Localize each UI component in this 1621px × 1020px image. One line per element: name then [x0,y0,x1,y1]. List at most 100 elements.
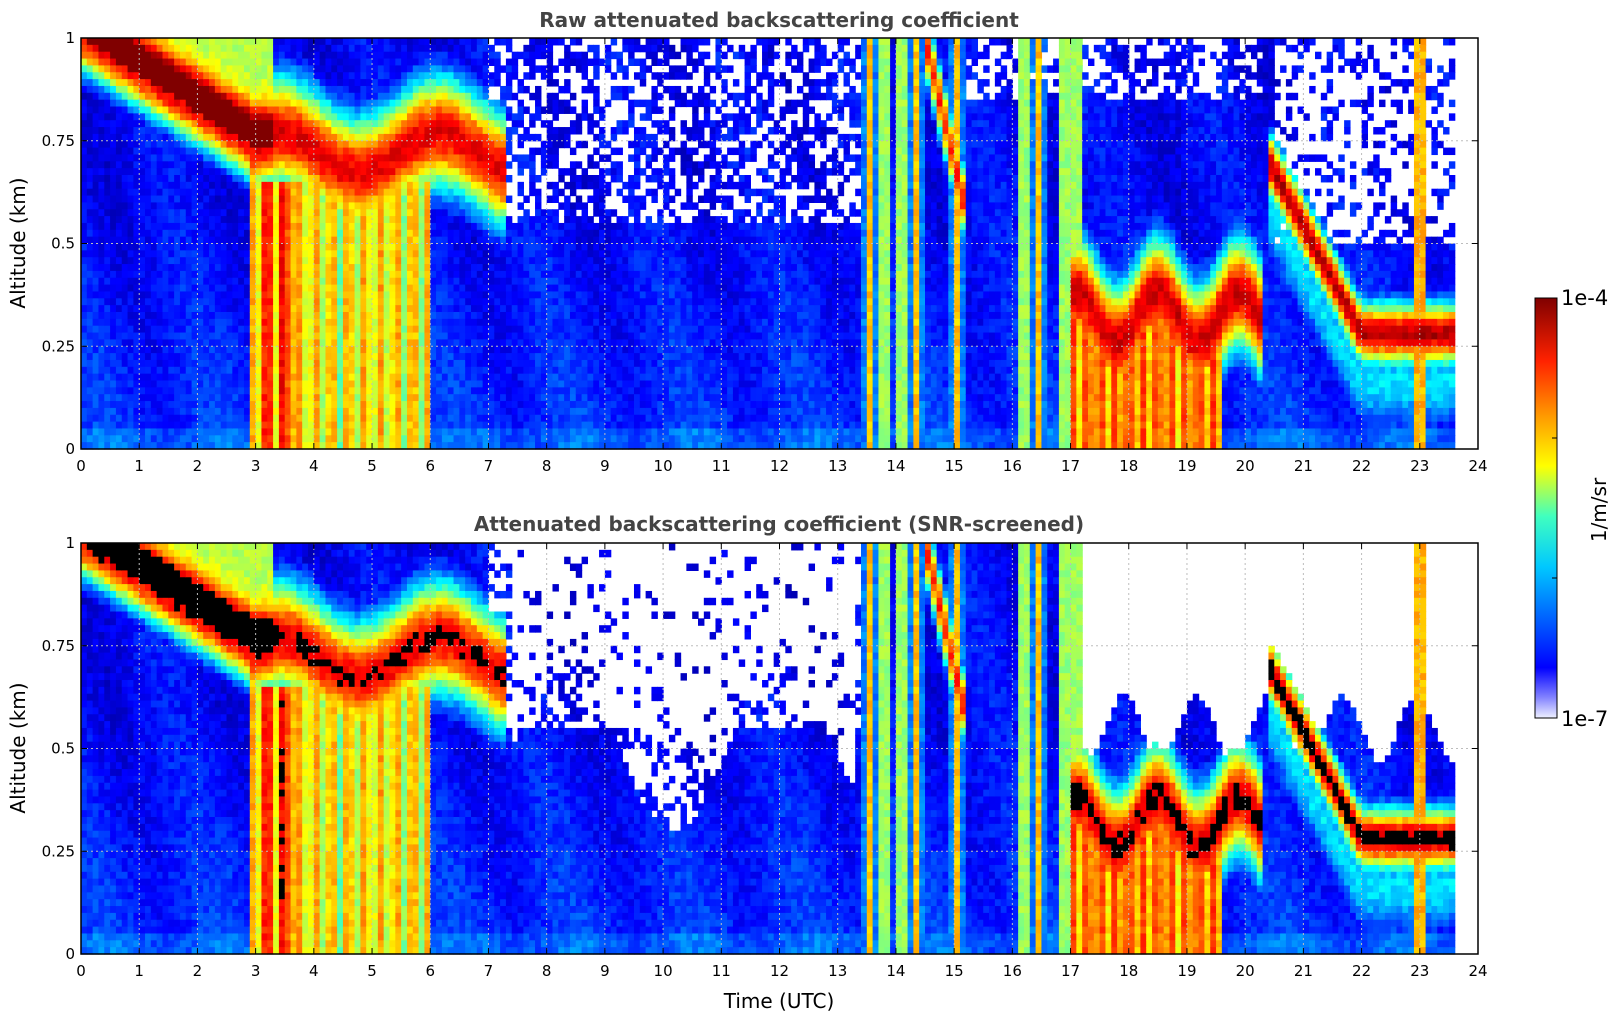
heatmap-cell [243,175,251,183]
heatmap-cell [302,168,309,176]
heatmap-cell [366,140,373,149]
heatmap-cell [86,202,94,210]
heatmap-cell [505,243,513,251]
heatmap-cell [465,65,472,73]
heatmap-cell [133,147,140,156]
heatmap-cell [569,366,577,375]
heatmap-cell [249,325,257,334]
heatmap-cell [418,51,426,60]
heatmap-cell [232,407,239,416]
heatmap-cell [121,229,129,238]
heatmap-cell [569,394,577,402]
heatmap-cell [505,373,513,382]
heatmap-cell [383,79,391,87]
heatmap-cell [156,250,164,258]
heatmap-cell [313,120,321,128]
heatmap-cell [121,106,129,114]
heatmap-cell [331,305,338,313]
heatmap-cell [243,195,251,203]
heatmap-cell [401,291,408,299]
heatmap-cell [505,195,513,203]
heatmap-cell [226,312,233,320]
heatmap-cell [441,435,449,443]
heatmap-cell [505,339,513,347]
heatmap-cell [174,366,181,375]
heatmap-cell [500,175,507,183]
heatmap-cell [273,85,280,94]
heatmap-cell [226,85,233,94]
heatmap-cell [494,188,501,197]
heatmap-cell [342,65,350,73]
heatmap-cell [523,442,530,450]
heatmap-cell [92,339,100,347]
heatmap-cell [145,113,152,121]
heatmap-cell [121,209,129,217]
heatmap-cell [377,188,385,197]
heatmap-cell [267,318,274,327]
heatmap-cell [389,270,396,279]
heatmap-cell [552,270,559,279]
heatmap-cell [540,140,548,149]
heatmap-cell [395,133,402,142]
heatmap-cell [325,277,332,286]
heatmap-cell [209,175,216,183]
heatmap-cell [389,428,396,436]
heatmap-cell [296,175,303,183]
heatmap-cell [162,401,169,409]
heatmap-cell [476,147,484,156]
heatmap-cell [81,140,88,149]
heatmap-cell [296,38,303,46]
heatmap-cell [436,298,443,306]
heatmap-cell [342,79,350,87]
heatmap-cell [424,291,431,299]
heatmap-cell [523,243,530,251]
heatmap-cell [243,332,251,340]
heatmap-cell [174,38,181,46]
heatmap-cell [564,325,571,334]
heatmap-cell [569,435,577,443]
heatmap-cell [360,65,367,73]
heatmap-cell [174,85,181,94]
heatmap-cell [238,373,245,382]
heatmap-cell [366,264,373,272]
heatmap-cell [267,154,274,162]
heatmap-cell [308,291,315,299]
heatmap-cell [81,435,88,443]
heatmap-cell [174,188,181,197]
heatmap-cell [284,161,292,169]
heatmap-cell [302,353,309,361]
heatmap-cell [296,195,303,203]
heatmap-cell [179,312,187,320]
heatmap-cell [447,44,455,53]
heatmap-cell [482,202,490,210]
heatmap-cell [308,85,315,94]
heatmap-cell [383,113,391,121]
heatmap-cell [401,332,408,340]
heatmap-cell [133,181,140,190]
heatmap-cell [424,181,431,190]
heatmap-cell [360,79,367,87]
heatmap-cell [86,51,94,60]
heatmap-cell [110,120,117,128]
heatmap-cell [430,414,437,423]
heatmap-cell [174,72,181,80]
heatmap-cell [372,270,379,279]
heatmap-cell [523,298,530,306]
heatmap-cell [575,243,583,251]
heatmap-cell [168,209,175,217]
heatmap-cell [226,243,233,251]
heatmap-cell [511,229,519,238]
heatmap-cell [488,120,495,128]
heatmap-cell [331,346,338,354]
heatmap-cell [476,257,484,265]
heatmap-cell [430,305,437,313]
heatmap-cell [308,222,315,231]
heatmap-cell [150,127,158,135]
heatmap-cell [552,99,559,108]
heatmap-cell [558,140,565,149]
heatmap-cell [319,298,327,306]
heatmap-cell [377,277,385,286]
heatmap-cell [505,175,513,183]
heatmap-cell [395,38,402,46]
heatmap-cell [412,346,420,354]
